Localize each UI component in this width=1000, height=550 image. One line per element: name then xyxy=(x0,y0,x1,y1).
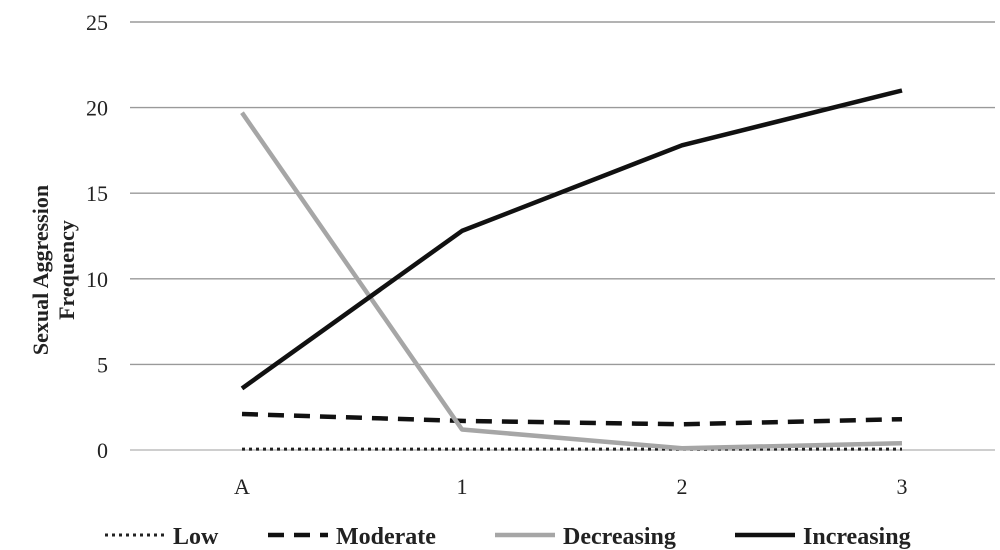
legend-label-decreasing: Decreasing xyxy=(563,524,676,550)
y-tick-label: 5 xyxy=(97,352,108,377)
legend: Low Moderate Decreasing Increasing xyxy=(105,524,911,550)
legend-label-increasing: Increasing xyxy=(803,524,911,550)
y-tick-label: 10 xyxy=(86,267,108,292)
y-tick-label: 0 xyxy=(97,438,108,463)
x-axis-ticks: A 1 2 3 xyxy=(234,474,907,499)
y-axis-ticks: 0 5 10 15 20 25 xyxy=(86,10,108,463)
y-tick-label: 15 xyxy=(86,181,108,206)
y-tick-label: 20 xyxy=(86,96,108,121)
y-axis-label-line2: Frequency xyxy=(54,220,79,320)
series-line-increasing xyxy=(240,88,903,391)
legend-label-low: Low xyxy=(173,524,219,550)
y-tick-label: 25 xyxy=(86,10,108,35)
legend-label-moderate: Moderate xyxy=(336,524,436,550)
series-line-decreasing xyxy=(240,111,903,451)
x-tick-label: 1 xyxy=(457,474,468,499)
x-tick-label: 3 xyxy=(897,474,908,499)
y-axis-label-line1: Sexual Aggression xyxy=(28,185,53,355)
series-lines xyxy=(240,88,903,451)
series-line-moderate xyxy=(241,411,903,427)
x-tick-label: A xyxy=(234,474,250,499)
x-tick-label: 2 xyxy=(677,474,688,499)
gridlines xyxy=(130,21,995,451)
